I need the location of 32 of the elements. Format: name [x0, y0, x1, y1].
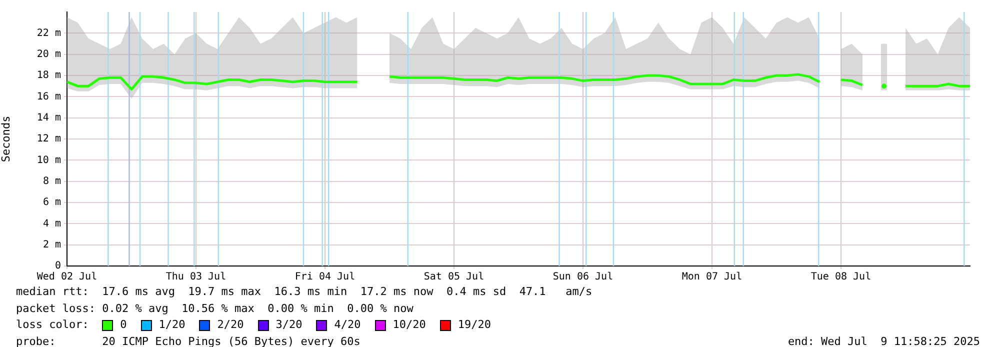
- x-tick-label: Sat 05 Jul: [424, 272, 484, 283]
- legend-label: 0: [120, 317, 127, 333]
- text: end: Wed Jul 9 11:58:25 2025: [788, 334, 980, 347]
- y-tick-label: 6 m: [42, 197, 61, 208]
- x-tick-label: Fri 04 Jul: [294, 272, 356, 283]
- y-axis-title: Seconds: [0, 116, 12, 162]
- y-tick-label: 16 m: [36, 91, 61, 102]
- y-tick-label: 18 m: [36, 70, 61, 82]
- y-tick-label: 2 m: [42, 239, 61, 250]
- y-tick-label: 8 m: [42, 176, 61, 187]
- y-tick-label: 4 m: [42, 218, 61, 230]
- legend-title: loss color:: [16, 317, 90, 333]
- legend-label: 3/20: [276, 317, 302, 333]
- legend-label: 1/20: [158, 317, 186, 333]
- x-tick-label: Wed 02 Jul: [36, 272, 98, 283]
- y-tick-label: 22 m: [36, 28, 61, 39]
- text: median rtt: 17.6 ms avg 19.7 ms max 16.3 ms min 17.2 ms now 0.4 ms sd 47.1 am/s: [16, 284, 594, 300]
- y-tick-label: 14 m: [36, 112, 61, 124]
- y-tick-label: 10 m: [36, 154, 61, 166]
- text: packet loss: 0.02 % avg 10.56 % max 0.00 % min 0.00 % now: [16, 300, 414, 316]
- x-tick-label: Mon 07 Jul: [682, 272, 742, 283]
- legend-label: 4/20: [334, 317, 361, 333]
- legend-label: 10/20: [392, 317, 426, 333]
- x-tick-label: Sun 06 Jul: [552, 272, 614, 283]
- legend-label: 19/20: [458, 317, 491, 333]
- x-tick-label: Thu 03 Jul: [166, 272, 226, 283]
- y-tick-label: 0: [54, 260, 61, 272]
- y-tick-label: 20 m: [36, 48, 61, 60]
- text: probe: 20 ICMP Echo Pings (56 Bytes) every 60s: [16, 334, 360, 347]
- y-tick-label: 12 m: [36, 134, 61, 145]
- legend-label: 2/20: [217, 317, 244, 333]
- x-tick-label: Tue 08 Jul: [810, 272, 872, 283]
